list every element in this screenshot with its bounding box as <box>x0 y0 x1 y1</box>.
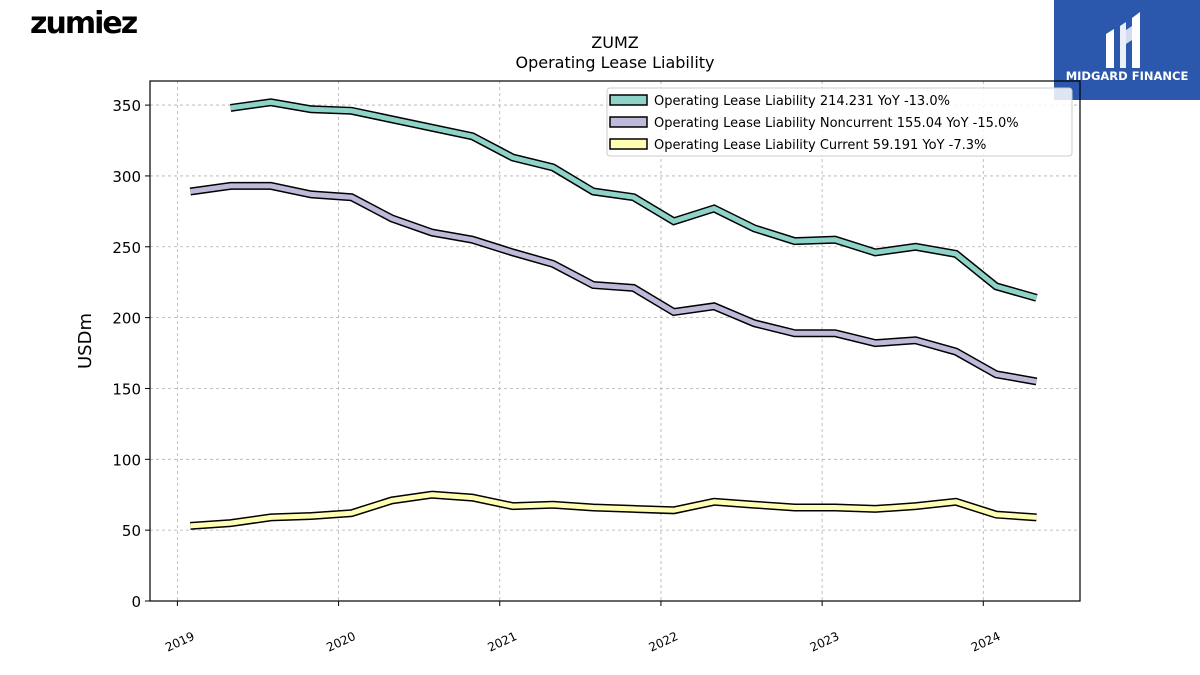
y-tick-label: 0 <box>131 593 141 611</box>
axis-ticks: 0 50 100 150 200 250 300 350 2019 2020 2021 2022 202… <box>112 97 1002 655</box>
legend: Operating Lease Liability 214.231 YoY -1… <box>606 87 1073 157</box>
legend-box <box>606 87 1073 157</box>
legend-label-2: Operating Lease Liability Current 59.191… <box>654 138 986 153</box>
y-tick-label: 300 <box>112 168 141 186</box>
legend-swatch-1 <box>609 116 648 128</box>
y-tick-label: 50 <box>122 522 141 540</box>
midgard-finance-badge: MIDGARD FINANCE <box>1054 0 1200 100</box>
series-line-1 <box>189 183 1037 384</box>
grid <box>150 81 1080 602</box>
x-tick-label: 2019 <box>163 629 197 655</box>
x-tick-label: 2020 <box>324 629 358 655</box>
x-tick-label: 2024 <box>969 629 1003 655</box>
series-layer <box>189 98 1038 530</box>
y-tick-label: 150 <box>112 380 141 398</box>
y-tick-label: 100 <box>112 451 141 469</box>
brand-logo: zumiez <box>30 6 138 41</box>
x-tick-label: 2022 <box>647 629 681 655</box>
legend-label-0: Operating Lease Liability 214.231 YoY -1… <box>654 94 950 109</box>
plot-frame <box>149 80 1081 602</box>
y-tick-label: 350 <box>112 97 141 115</box>
chart-title: ZUMZ <box>591 33 638 52</box>
series-line-0 <box>230 99 1038 301</box>
y-axis-label: USDm <box>75 313 96 369</box>
legend-label-1: Operating Lease Liability Noncurrent 155… <box>654 116 1019 131</box>
series-line-2 <box>190 492 1037 529</box>
legend-swatch-0 <box>609 94 648 106</box>
series-outline-1 <box>189 181 1038 386</box>
x-tick-label: 2021 <box>485 629 519 655</box>
badge-text: MIDGARD FINANCE <box>1065 69 1189 83</box>
y-tick-label: 250 <box>112 239 141 257</box>
midgard-logo-icon <box>1106 12 1140 68</box>
x-tick-label: 2023 <box>808 629 842 655</box>
chart-subtitle: Operating Lease Liability <box>515 53 714 72</box>
y-tick-label: 200 <box>112 310 141 328</box>
legend-swatch-2 <box>609 138 648 150</box>
